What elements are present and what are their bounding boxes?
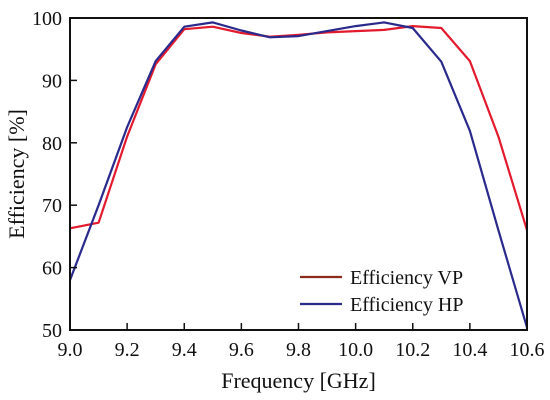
series-line-hp [68,21,529,328]
x-tick-label: 9.8 [286,339,311,361]
y-tick-label: 50 [42,320,62,342]
x-tick-label: 10.6 [510,339,545,361]
x-tick-label: 10.0 [338,339,373,361]
x-tick-label: 9.4 [172,339,197,361]
series-line-vp [69,25,529,231]
x-tick-label: 10.2 [395,339,430,361]
y-tick-label: 80 [42,133,62,155]
legend: Efficiency VP Efficiency HP [300,267,464,316]
legend-label: Efficiency HP [350,294,464,316]
legend-label: Efficiency VP [350,267,463,289]
y-tick-label: 60 [42,258,62,280]
y-axis-title: Efficiency [%] [4,109,29,239]
x-tick-label: 9.0 [58,339,83,361]
x-tick-label: 10.4 [452,339,487,361]
y-tick-label: 100 [32,8,62,30]
x-tick-label: 9.6 [229,339,254,361]
plot-lines [68,21,529,328]
x-tick-label: 9.2 [115,339,140,361]
y-tick-label: 70 [42,195,62,217]
x-axis-ticks: 9.0 9.2 9.4 9.6 9.8 10.0 10.2 10.4 10.6 [58,323,545,361]
y-tick-label: 90 [42,70,62,92]
x-axis-title: Frequency [GHz] [221,368,376,393]
y-axis-ticks: 50 60 70 80 90 100 [32,8,77,342]
